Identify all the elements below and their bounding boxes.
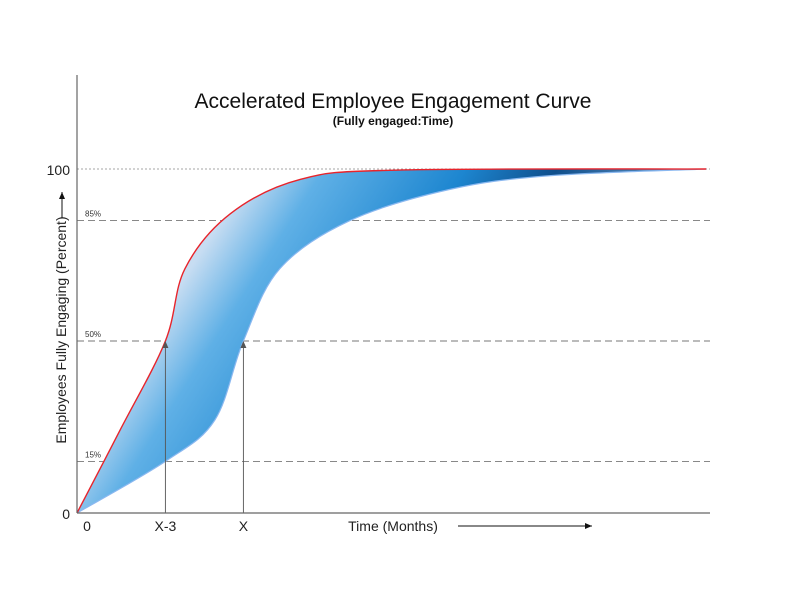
y-axis-label: Employees Fully Engaging (Percent) (53, 216, 69, 443)
x-tick-label: X-3 (155, 518, 177, 534)
reference-label-50: 50% (85, 330, 101, 339)
x-tick-label: 0 (83, 518, 91, 534)
x-axis-label: Time (Months) (348, 518, 438, 534)
y-tick-label: 0 (62, 506, 70, 522)
y-tick-label: 100 (47, 162, 71, 178)
chart-title: Accelerated Employee Engagement Curve (195, 90, 592, 113)
series-standard-line (76, 168, 707, 514)
x-tick-label: X (239, 518, 249, 534)
reference-label-15: 15% (85, 450, 101, 459)
marker-arrow-icon (162, 341, 169, 348)
marker-arrow-icon (240, 341, 247, 348)
engagement-band (77, 168, 707, 513)
chart-subtitle: (Fully engaged:Time) (333, 114, 453, 128)
reference-label-85: 85% (85, 210, 101, 219)
series-accelerated-line (76, 168, 707, 514)
